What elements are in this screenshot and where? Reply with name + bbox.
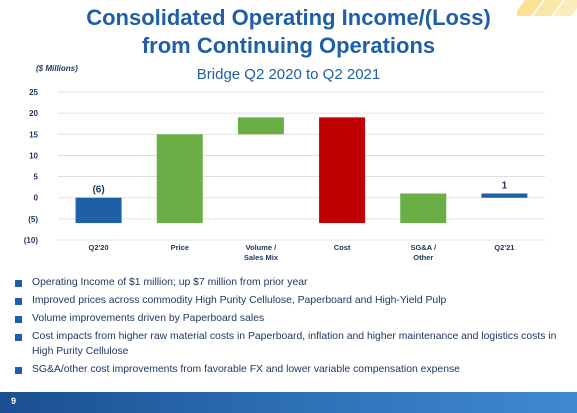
bullet-text: Volume improvements driven by Paperboard…: [32, 313, 265, 324]
bullet-text: Operating Income of $1 million; up $7 mi…: [32, 277, 308, 288]
bullet-item: Volume improvements driven by Paperboard…: [14, 312, 574, 327]
y-tick-label: 25: [29, 88, 38, 97]
page-title: Consolidated Operating Income/(Loss) fro…: [0, 4, 577, 60]
waterfall-bar: [319, 117, 366, 224]
bullet-list: Operating Income of $1 million; up $7 mi…: [14, 276, 574, 381]
waterfall-bar: [75, 197, 122, 224]
page-number: 9: [11, 396, 17, 406]
data-label: (6): [92, 185, 104, 196]
chart-subtitle: Bridge Q2 2020 to Q2 2021: [196, 66, 381, 83]
y-tick-label: 5: [34, 173, 39, 182]
data-label: 1: [502, 180, 508, 191]
category-label: Other: [413, 253, 433, 262]
bullet-text: SG&A/other cost improvements from favora…: [32, 363, 460, 375]
corner-arrows-icon: [517, 0, 577, 16]
footer-bar: [0, 392, 577, 413]
y-tick-label: (10): [24, 236, 39, 245]
bullet-item: Operating Income of $1 million; up $7 mi…: [14, 276, 574, 291]
bullet-square-icon: [15, 366, 22, 374]
bullet-square-icon: [15, 298, 22, 305]
category-label: Price: [171, 243, 189, 252]
title-line-2: from Continuing Operations: [141, 33, 436, 58]
waterfall-bar: [400, 193, 447, 224]
bullet-item: Cost impacts from higher raw material co…: [14, 330, 574, 359]
y-tick-label: 10: [29, 151, 38, 160]
bullet-square-icon: [15, 334, 22, 341]
waterfall-chart: 25 20 15 10 5 0 (5) (10) (6) Q2'20 Price Volume /Sa…: [24, 88, 545, 262]
y-tick-label: 20: [29, 109, 38, 118]
bullet-item: Improved prices across commodity High Pu…: [14, 294, 574, 309]
units-label: ($ Millions): [36, 64, 78, 73]
y-tick-label: 15: [29, 130, 38, 139]
bullet-square-icon: [15, 280, 22, 287]
bullet-text: Cost impacts from higher raw material co…: [32, 331, 557, 357]
y-tick-label: (5): [28, 215, 38, 224]
waterfall-bar: [156, 134, 203, 224]
category-label: Q2'21: [494, 243, 514, 252]
category-label: Cost: [334, 243, 351, 252]
bullet-square-icon: [15, 316, 22, 323]
category-label: SG&A /: [410, 243, 436, 252]
waterfall-bar: [237, 117, 284, 135]
y-tick-label: 0: [34, 194, 39, 203]
waterfall-bar: [481, 193, 528, 198]
title-line-1: Consolidated Operating Income/(Loss): [86, 5, 491, 30]
category-label: Q2'20: [89, 243, 109, 252]
bullet-item: SG&A/other cost improvements from favora…: [14, 363, 574, 378]
category-label: Sales Mix: [244, 253, 279, 262]
bullet-text: Improved prices across commodity High Pu…: [32, 295, 447, 306]
category-label: Volume /: [246, 243, 278, 252]
